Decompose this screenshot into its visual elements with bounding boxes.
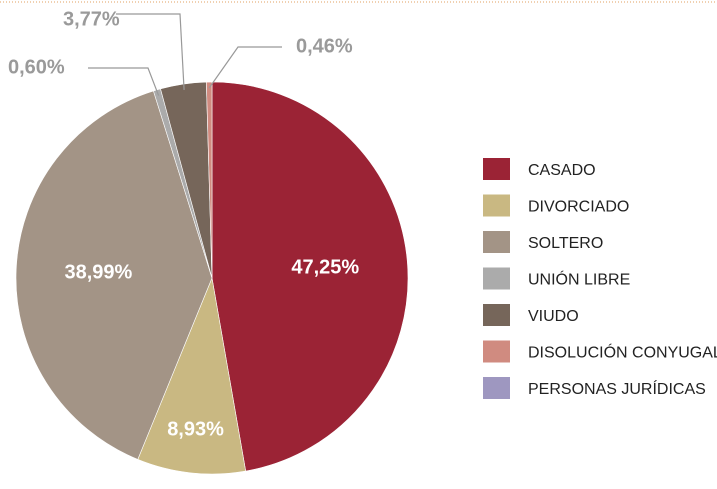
legend-label: DISOLUCIÓN CONYUGAL (528, 343, 717, 362)
legend-label: DIVORCIADO (528, 199, 629, 216)
legend-label: VIUDO (528, 308, 579, 325)
legend-swatch (483, 340, 510, 363)
leader-line (208, 46, 282, 89)
pie-slice (206, 81, 213, 279)
slice-label: 47,25% (291, 256, 359, 278)
pie-slice (137, 276, 247, 475)
legend-label: UNIÓN LIBRE (528, 270, 630, 289)
legend-label: CASADO (528, 162, 596, 179)
slice-label: 0,60% (8, 56, 65, 78)
slice-label: 8,93% (167, 418, 224, 440)
legend-swatch (483, 231, 510, 253)
legend-swatch (483, 194, 510, 217)
leader-line (116, 13, 185, 90)
slice-label: 0,46% (296, 35, 353, 57)
legend-label: SOLTERO (528, 235, 603, 252)
pie-slice (211, 81, 409, 472)
leader-line (88, 67, 160, 96)
slice-label: 38,99% (65, 261, 133, 283)
slice-label: 3,77% (63, 8, 120, 30)
legend-label: PERSONAS JURÍDICAS (528, 379, 706, 398)
legend-swatch (483, 267, 510, 290)
legend-swatch (483, 158, 510, 180)
pie-slice (15, 90, 213, 460)
legend-swatch (483, 377, 510, 399)
legend-swatch (483, 304, 510, 326)
